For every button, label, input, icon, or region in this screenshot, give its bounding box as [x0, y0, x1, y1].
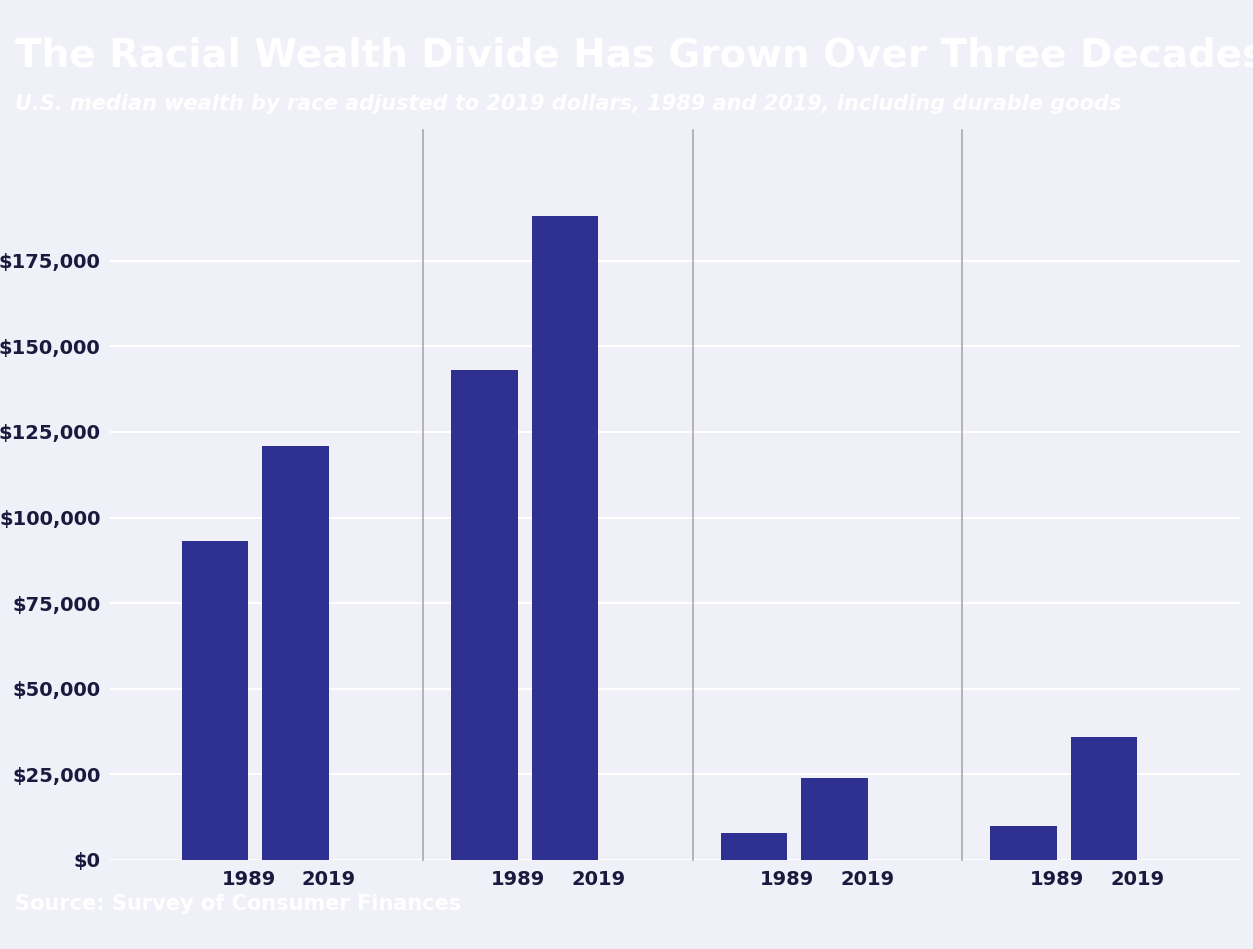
Text: U.S. median wealth by race adjusted to 2019 dollars, 1989 and 2019, including du: U.S. median wealth by race adjusted to 2… [15, 94, 1121, 114]
Text: Latino: Latino [1060, 606, 1134, 627]
Bar [990, 826, 1056, 860]
Bar [451, 370, 517, 860]
Bar [802, 778, 868, 860]
Bar [720, 832, 787, 860]
Bar [533, 216, 599, 860]
Text: Source: Survey of Consumer Finances: Source: Survey of Consumer Finances [15, 895, 461, 915]
Text: Black: Black [796, 606, 860, 627]
Text: All: All [273, 606, 304, 627]
Text: White: White [524, 606, 593, 627]
Bar [182, 542, 248, 860]
Text: The Racial Wealth Divide Has Grown Over Three Decades: The Racial Wealth Divide Has Grown Over … [15, 36, 1253, 74]
Bar [262, 446, 330, 860]
Bar [1071, 736, 1138, 860]
